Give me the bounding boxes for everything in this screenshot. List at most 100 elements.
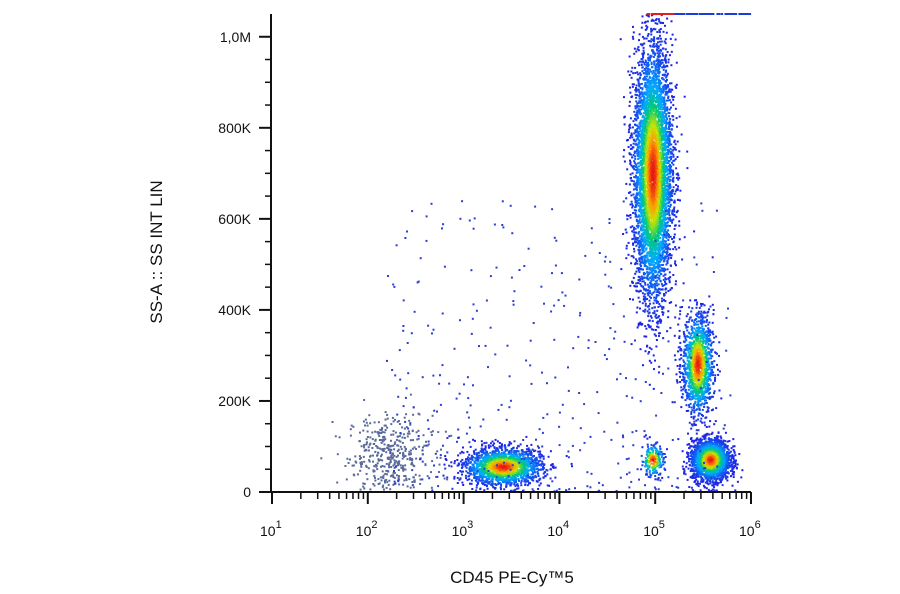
event-dot (374, 439, 377, 442)
event-dot (643, 335, 646, 338)
event-dot (387, 458, 390, 460)
event-dot (481, 477, 484, 480)
event-dot (374, 450, 377, 453)
event-dot (667, 244, 669, 247)
event-dot (529, 477, 532, 480)
event-dot (488, 474, 491, 477)
event-dot (424, 464, 427, 467)
event-dot (390, 449, 393, 451)
event-dot (654, 28, 657, 31)
event-dot (489, 472, 492, 475)
event-dot (483, 457, 486, 460)
event-dot (491, 473, 494, 476)
event-dot (527, 453, 530, 456)
event-dot (462, 446, 464, 449)
event-dot (349, 458, 351, 461)
event-dot (511, 469, 514, 472)
event-dot (672, 104, 675, 107)
event-dot (478, 457, 481, 460)
event-dot (391, 416, 394, 419)
event-dot (374, 476, 376, 479)
event-dot (654, 251, 657, 253)
event-dot (630, 132, 633, 135)
event-dot (539, 468, 542, 471)
event-dot (515, 473, 517, 476)
event-dot (381, 427, 384, 429)
event-dot (481, 451, 484, 454)
event-dot (393, 448, 396, 451)
event-dot (369, 455, 371, 458)
event-dot (412, 439, 414, 442)
event-dot (495, 479, 498, 482)
event-dot (537, 488, 540, 490)
event-dot (464, 464, 467, 467)
event-dot (643, 75, 646, 78)
event-dot (392, 474, 395, 477)
event-dot (670, 50, 673, 53)
event-dot (438, 463, 441, 466)
event-dot (633, 47, 636, 50)
event-dot (658, 365, 661, 368)
event-dot (522, 455, 525, 458)
event-dot (478, 464, 481, 467)
event-dot (503, 472, 506, 475)
event-dot (674, 283, 677, 286)
event-dot (664, 48, 667, 51)
event-dot (482, 479, 485, 482)
event-dot (381, 459, 384, 462)
event-dot (412, 413, 415, 416)
event-dot (394, 418, 396, 421)
event-dot (637, 132, 640, 135)
event-dot (503, 469, 506, 471)
event-dot (475, 475, 478, 478)
event-dot (436, 450, 439, 453)
event-dot (510, 489, 512, 492)
event-dot (499, 465, 502, 468)
event-dot (384, 472, 387, 475)
event-dot (469, 482, 471, 485)
event-dot (659, 37, 662, 40)
event-dot (363, 449, 366, 452)
event-dot (522, 464, 525, 467)
event-dot (631, 255, 634, 258)
event-dot (504, 478, 507, 480)
event-dot (514, 460, 517, 463)
event-dot (632, 212, 635, 214)
event-dot (508, 461, 511, 464)
event-dot (668, 99, 671, 102)
event-dot (501, 460, 504, 463)
event-dot (649, 315, 652, 318)
event-dot (635, 134, 638, 137)
event-dot (402, 483, 405, 486)
event-dot (363, 446, 366, 449)
event-dot (527, 456, 530, 459)
event-dot (515, 458, 518, 461)
event-dot (537, 446, 540, 449)
event-dot (474, 479, 477, 482)
event-dot (478, 475, 481, 478)
event-dot (521, 450, 524, 453)
event-dot (497, 473, 500, 476)
event-dot (385, 486, 388, 489)
event-dot (491, 465, 494, 468)
event-dot (634, 174, 637, 177)
event-dot (473, 461, 476, 464)
event-dot (669, 90, 672, 93)
event-dot (411, 461, 413, 464)
event-dot (503, 444, 506, 447)
event-dot (402, 451, 405, 454)
event-dot (403, 436, 406, 439)
event-dot (533, 469, 536, 472)
event-dot (638, 253, 641, 256)
event-dot (371, 431, 374, 434)
event-dot (651, 66, 653, 69)
event-dot (647, 57, 650, 59)
event-dot (475, 459, 478, 462)
event-dot (360, 463, 362, 466)
event-dot (633, 52, 636, 55)
event-dot (654, 52, 657, 55)
event-dot (406, 458, 409, 461)
event-dot (637, 73, 640, 76)
event-dot (495, 459, 498, 462)
event-dot (378, 435, 381, 437)
